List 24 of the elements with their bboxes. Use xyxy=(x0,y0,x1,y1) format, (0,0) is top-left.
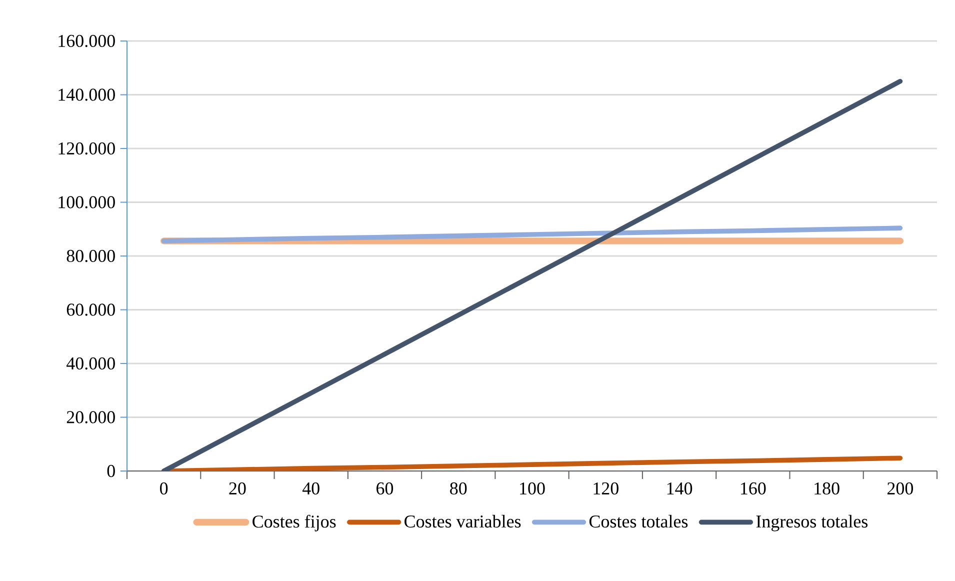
legend-label: Costes totales xyxy=(589,514,688,528)
y-tick-label: 20.000 xyxy=(66,411,115,424)
x-tick-label: 100 xyxy=(520,482,545,495)
y-tick-label: 60.000 xyxy=(66,304,115,316)
x-tick-label: 180 xyxy=(814,482,840,495)
x-tick-label: 40 xyxy=(302,482,320,495)
y-tick-label: 120.000 xyxy=(58,142,115,155)
y-tick-label: 0 xyxy=(107,464,115,478)
y-tick-label: 100.000 xyxy=(58,196,115,208)
legend-label: Costes variables xyxy=(404,514,521,528)
x-tick-label: 20 xyxy=(229,482,246,495)
x-tick-label: 200 xyxy=(887,482,914,495)
x-tick-label: 0 xyxy=(160,482,168,495)
y-tick-label: 140.000 xyxy=(58,88,115,101)
y-tick-label: 40.000 xyxy=(66,357,115,370)
x-tick-label: 80 xyxy=(450,482,467,495)
legend-label: Ingresos totales xyxy=(756,514,868,532)
y-tick-label: 80.000 xyxy=(66,250,115,262)
legend-label: Costes fijos xyxy=(252,514,336,532)
y-tick-label: 160.000 xyxy=(58,34,115,48)
x-tick-label: 160 xyxy=(741,482,766,495)
x-tick-label: 120 xyxy=(594,482,618,495)
x-tick-label: 140 xyxy=(667,482,692,495)
x-tick-label: 60 xyxy=(376,482,394,495)
